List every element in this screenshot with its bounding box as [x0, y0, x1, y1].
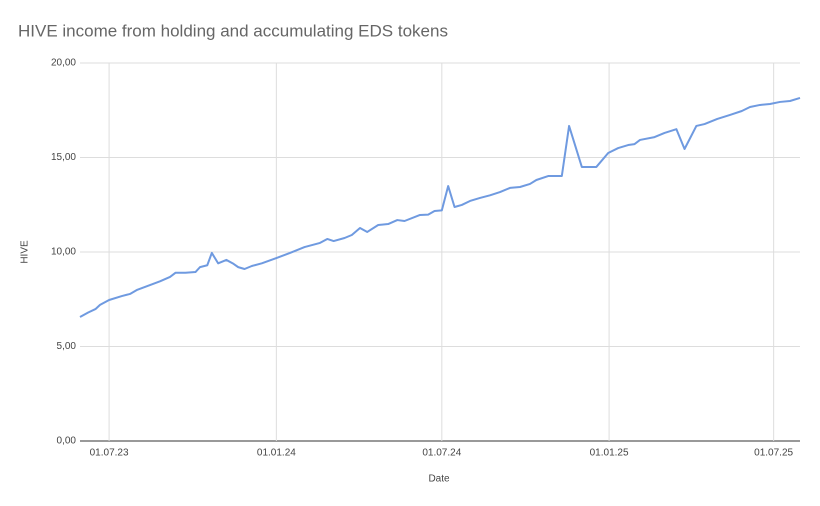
y-tick-label: 10,00 — [51, 247, 76, 258]
data-line — [79, 97, 801, 318]
x-tick-label: 01.07.24 — [422, 448, 461, 459]
y-tick-label: 15,00 — [51, 152, 76, 163]
y-tick-label: 0,00 — [57, 436, 77, 447]
x-tick-label: 01.07.25 — [754, 448, 793, 459]
y-tick-label: 5,00 — [57, 341, 77, 352]
y-axis-title: HIVE — [20, 240, 31, 264]
chart-title: HIVE income from holding and accumulatin… — [18, 21, 448, 40]
x-tick-label: 01.01.24 — [257, 448, 296, 459]
x-axis-title: Date — [428, 474, 450, 485]
x-tick-label: 01.07.23 — [90, 448, 129, 459]
x-tick-label: 01.01.25 — [590, 448, 629, 459]
y-tick-label: 20,00 — [51, 58, 76, 69]
